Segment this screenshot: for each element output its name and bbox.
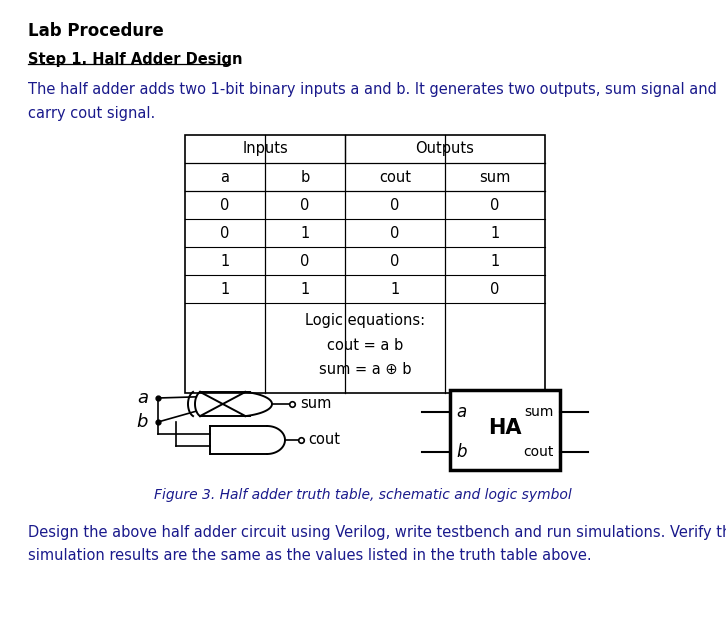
Text: sum: sum <box>479 170 510 184</box>
Text: a: a <box>137 389 148 407</box>
Text: Step 1. Half Adder Design: Step 1. Half Adder Design <box>28 52 242 67</box>
Text: Outputs: Outputs <box>415 142 474 156</box>
Text: 1: 1 <box>221 282 229 296</box>
Text: 1: 1 <box>301 282 309 296</box>
Text: Lab Procedure: Lab Procedure <box>28 22 164 40</box>
Text: 1: 1 <box>490 225 499 241</box>
Text: The half adder adds two 1-bit binary inputs a and b. It generates two outputs, s: The half adder adds two 1-bit binary inp… <box>28 82 717 97</box>
Text: 0: 0 <box>391 225 400 241</box>
Text: sum: sum <box>300 396 331 411</box>
Text: a: a <box>456 403 466 422</box>
Text: 0: 0 <box>301 253 310 268</box>
Text: cout = a b: cout = a b <box>327 337 403 353</box>
Text: cout: cout <box>308 432 340 448</box>
Text: Figure 3. Half adder truth table, schematic and logic symbol: Figure 3. Half adder truth table, schema… <box>154 488 572 502</box>
Text: a: a <box>221 170 229 184</box>
Bar <box>185 135 545 393</box>
Text: 0: 0 <box>391 197 400 213</box>
Text: Design the above half adder circuit using Verilog, write testbench and run simul: Design the above half adder circuit usin… <box>28 525 726 540</box>
Text: simulation results are the same as the values listed in the truth table above.: simulation results are the same as the v… <box>28 548 592 563</box>
Text: cout: cout <box>379 170 411 184</box>
Text: sum = a ⊕ b: sum = a ⊕ b <box>319 361 411 377</box>
Text: 0: 0 <box>220 225 229 241</box>
Text: b: b <box>456 443 467 461</box>
Text: carry cout signal.: carry cout signal. <box>28 106 155 121</box>
Text: HA: HA <box>489 418 522 438</box>
Text: 1: 1 <box>490 253 499 268</box>
Text: cout: cout <box>523 446 554 460</box>
Text: sum: sum <box>525 405 554 420</box>
Text: 0: 0 <box>490 282 499 296</box>
Text: b: b <box>301 170 309 184</box>
Text: Inputs: Inputs <box>242 142 288 156</box>
Bar <box>450 390 560 470</box>
Text: Logic equations:: Logic equations: <box>305 313 425 329</box>
Text: 1: 1 <box>301 225 309 241</box>
Text: 1: 1 <box>221 253 229 268</box>
Text: 0: 0 <box>301 197 310 213</box>
Text: 0: 0 <box>220 197 229 213</box>
Text: 0: 0 <box>391 253 400 268</box>
Text: 0: 0 <box>490 197 499 213</box>
Text: b: b <box>136 413 148 431</box>
Text: 1: 1 <box>391 282 399 296</box>
